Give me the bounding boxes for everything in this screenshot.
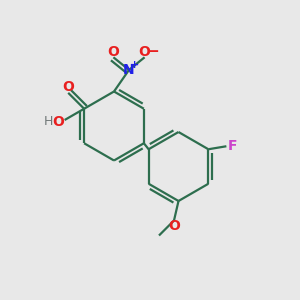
Text: −: −: [147, 44, 159, 59]
Text: F: F: [228, 139, 238, 153]
Text: H: H: [44, 115, 53, 128]
Text: O: O: [62, 80, 74, 94]
Text: O: O: [139, 45, 151, 59]
Text: O: O: [168, 220, 180, 233]
Text: O: O: [107, 45, 119, 59]
Text: +: +: [130, 59, 139, 70]
Text: O: O: [52, 115, 64, 128]
Text: N: N: [123, 63, 135, 77]
